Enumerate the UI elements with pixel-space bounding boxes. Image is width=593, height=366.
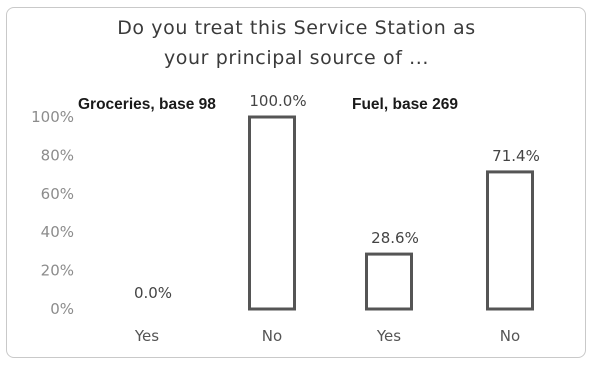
chart-title-line-1: Do you treat this Service Station as: [117, 17, 476, 39]
y-tick-label: 100%: [31, 108, 74, 126]
group-label: Groceries, base 98: [78, 96, 216, 113]
bar: [248, 115, 296, 311]
group-label: Fuel, base 269: [352, 96, 458, 113]
y-tick-label: 20%: [41, 262, 74, 280]
chart-title-line-2: your principal source of ...: [163, 47, 430, 69]
bar: [486, 170, 534, 311]
y-tick-label: 60%: [41, 185, 74, 203]
data-label: 100.0%: [249, 92, 306, 110]
x-category-label: Yes: [134, 327, 159, 345]
x-category-label: No: [262, 327, 282, 345]
data-label: 0.0%: [134, 284, 172, 302]
y-tick-label: 0%: [50, 300, 74, 318]
y-tick-label: 40%: [41, 223, 74, 241]
bar: [365, 252, 413, 311]
x-category-label: Yes: [376, 327, 401, 345]
data-label: 28.6%: [371, 229, 419, 247]
x-category-label: No: [500, 327, 520, 345]
y-tick-label: 80%: [41, 146, 74, 164]
data-label: 71.4%: [492, 147, 540, 165]
